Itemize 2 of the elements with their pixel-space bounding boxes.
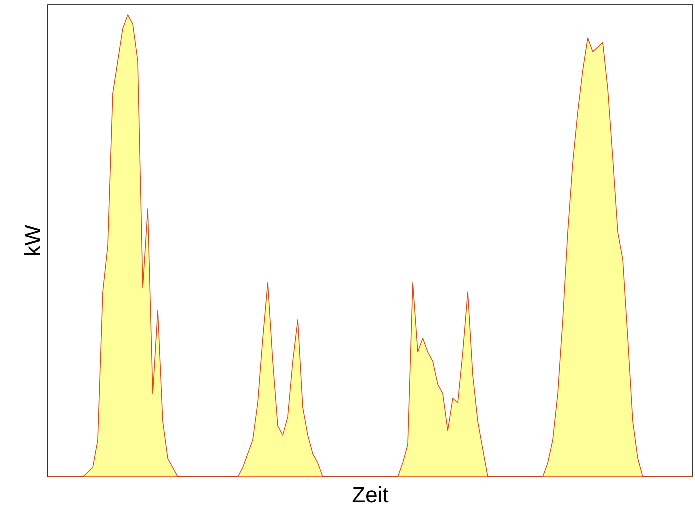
y-axis-title: kW bbox=[24, 225, 40, 256]
x-axis-title: Zeit bbox=[352, 486, 389, 503]
